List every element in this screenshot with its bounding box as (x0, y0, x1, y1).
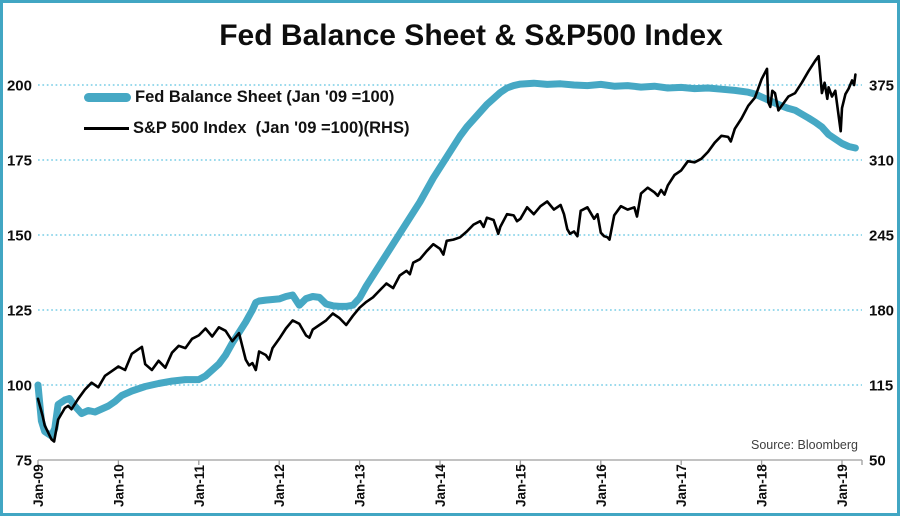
x-axis-label: Jan-14 (433, 464, 448, 507)
y-axis-label-right: 180 (869, 303, 894, 320)
fed-balance-sheet-line (34, 79, 859, 440)
y-axis-label-left: 150 (7, 228, 32, 245)
y-axis-label-left: 75 (15, 453, 32, 470)
y-axis-label-right: 375 (869, 78, 894, 95)
legend-item-sp500: S&P 500 Index (Jan '09 =100)(RHS) (84, 113, 409, 144)
fed-line-swatch-icon (84, 93, 131, 102)
x-axis-label: Jan-19 (835, 464, 850, 507)
legend: Fed Balance Sheet (Jan '09 =100) S&P 500… (84, 82, 409, 144)
x-axis-label: Jan-15 (513, 464, 528, 507)
x-axis-label: Jan-12 (272, 464, 287, 507)
y-axis-label-right: 245 (869, 228, 894, 245)
x-axis-label: Jan-09 (31, 464, 46, 507)
y-axis-label-left: 125 (7, 303, 32, 320)
fed-balance-sheet-polyline (34, 79, 859, 440)
x-axis-label: Jan-17 (674, 464, 689, 507)
x-axis-label: Jan-13 (353, 464, 368, 507)
y-axis-label-right: 115 (869, 378, 893, 395)
y-axis-label-right: 50 (869, 453, 886, 470)
legend-item-fed-balance-sheet: Fed Balance Sheet (Jan '09 =100) (84, 82, 409, 113)
x-axis-label: Jan-11 (192, 464, 207, 507)
s-p-500-index-polyline (36, 54, 857, 443)
sp500-line (36, 54, 857, 443)
chart-title: Fed Balance Sheet & S&P500 Index (219, 19, 723, 52)
x-axis (37, 459, 863, 465)
legend-label: Fed Balance Sheet (Jan '09 =100) (135, 88, 395, 106)
y-axis-labels-right: 50 115 180 245 310 375 (869, 78, 894, 470)
gridlines (38, 84, 862, 386)
y-axis-label-left: 175 (7, 153, 32, 170)
y-axis-labels-left: 75 100 125 150 175 200 (7, 78, 32, 470)
legend-label: S&P 500 Index (Jan '09 =100)(RHS) (133, 119, 410, 137)
y-axis-label-left: 200 (7, 78, 32, 95)
source-note: Source: Bloomberg (750, 438, 858, 452)
x-axis-labels: Jan-09 Jan-10 Jan-11 Jan-12 Jan-13 Jan-14 Jan-… (31, 464, 850, 507)
sp500-line-swatch-icon (84, 127, 129, 130)
y-axis-label-left: 100 (7, 378, 32, 395)
x-axis-label: Jan-16 (594, 464, 609, 507)
x-axis-label: Jan-10 (111, 464, 126, 507)
x-axis-label: Jan-18 (755, 464, 770, 507)
y-axis-label-right: 310 (869, 153, 894, 170)
